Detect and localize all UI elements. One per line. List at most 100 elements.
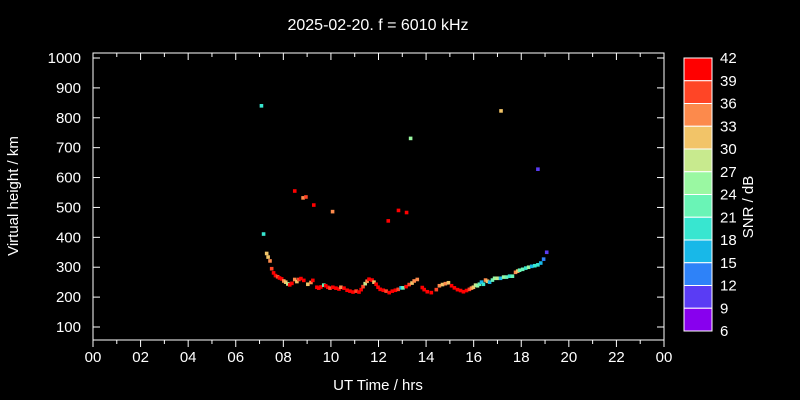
data-point (275, 274, 280, 279)
data-point (295, 279, 299, 284)
x-tick-label: 14 (418, 349, 435, 366)
data-point (485, 279, 490, 284)
data-point (299, 276, 303, 281)
data-point (376, 285, 380, 290)
data-point (378, 287, 382, 292)
colorbar (683, 57, 713, 332)
data-point (490, 278, 495, 282)
data-point (498, 276, 503, 281)
data-point (515, 269, 520, 273)
colorbar-block (683, 103, 713, 127)
colorbar-block (683, 285, 713, 309)
data-point (287, 283, 292, 287)
data-point (434, 287, 439, 292)
data-point (412, 279, 416, 283)
data-point (331, 285, 335, 290)
data-point (309, 280, 313, 285)
data-point (408, 136, 413, 141)
data-point (440, 282, 445, 287)
y-tick-label: 600 (56, 170, 81, 187)
data-point (393, 288, 398, 293)
data-point (455, 287, 460, 292)
x-tick-label: 04 (180, 349, 197, 366)
x-tick-label: 00 (656, 349, 673, 366)
data-point (339, 285, 343, 290)
data-point (415, 277, 420, 282)
data-point (311, 278, 315, 283)
data-point (396, 287, 401, 292)
data-point (487, 280, 492, 284)
data-point (475, 283, 480, 288)
colorbar-block (683, 239, 713, 264)
data-point (443, 281, 448, 286)
colorbar-block (683, 307, 713, 332)
x-axis-label: UT Time / hrs (333, 377, 423, 394)
y-tick-label: 200 (56, 289, 81, 306)
data-point (269, 266, 274, 271)
data-point (282, 279, 286, 283)
data-point (529, 264, 534, 269)
y-tick-label: 500 (56, 199, 81, 216)
data-point (354, 289, 358, 293)
data-point (387, 290, 392, 295)
data-point (422, 287, 426, 292)
colorbar-tick-label: 27 (720, 164, 737, 181)
data-point (261, 232, 266, 236)
data-point (296, 277, 301, 282)
data-point (311, 203, 316, 207)
data-point (510, 274, 515, 278)
data-point (268, 259, 272, 263)
data-point (429, 290, 434, 295)
data-point (345, 288, 349, 293)
data-point (499, 109, 503, 113)
data-point (401, 286, 405, 290)
data-point (359, 287, 363, 292)
colorbar-block (683, 125, 713, 150)
x-tick-label: 00 (85, 349, 102, 366)
colorbar-tick-label: 42 (720, 50, 737, 67)
data-point (273, 273, 278, 278)
colorbar-tick-label: 36 (720, 96, 737, 113)
scatter-points (259, 104, 549, 295)
colorbar-block (683, 148, 713, 173)
data-point (384, 289, 388, 293)
data-point (365, 279, 369, 284)
y-axis-label: Virtual height / km (5, 136, 22, 256)
data-point (536, 167, 540, 171)
data-point (330, 209, 335, 214)
x-tick-label: 10 (323, 349, 340, 366)
data-point (471, 285, 476, 290)
data-point (458, 288, 463, 293)
data-point (328, 286, 332, 290)
colorbar-tick-label: 30 (720, 141, 737, 158)
data-point (404, 210, 409, 215)
data-point (259, 104, 264, 108)
y-tick-label: 700 (56, 140, 81, 157)
data-point (420, 285, 425, 290)
plot-border (92, 52, 665, 341)
colorbar-block (683, 57, 713, 82)
colorbar-block (683, 171, 713, 195)
data-point (286, 282, 290, 286)
data-point (492, 276, 497, 281)
y-tick-label: 100 (56, 319, 81, 336)
data-point (481, 282, 486, 287)
data-point (544, 250, 549, 255)
colorbar-tick-label: 18 (720, 232, 737, 249)
y-tick-label: 1000 (48, 50, 81, 67)
y-tick-label: 900 (56, 80, 81, 97)
data-point (372, 280, 376, 284)
data-point (315, 285, 319, 290)
data-point (370, 278, 374, 282)
data-point (283, 280, 288, 284)
data-point (306, 282, 310, 287)
data-point (523, 266, 528, 270)
data-point (479, 280, 484, 284)
y-tick-label: 800 (56, 110, 81, 127)
x-axis-ticks: 00 02 04 06 08 10 12 14 16 18 20 22 00 (85, 53, 673, 366)
colorbar-block (683, 80, 713, 104)
data-point (374, 282, 378, 287)
y-tick-label: 400 (56, 229, 81, 246)
x-tick-label: 12 (370, 349, 387, 366)
x-tick-label: 22 (608, 349, 625, 366)
